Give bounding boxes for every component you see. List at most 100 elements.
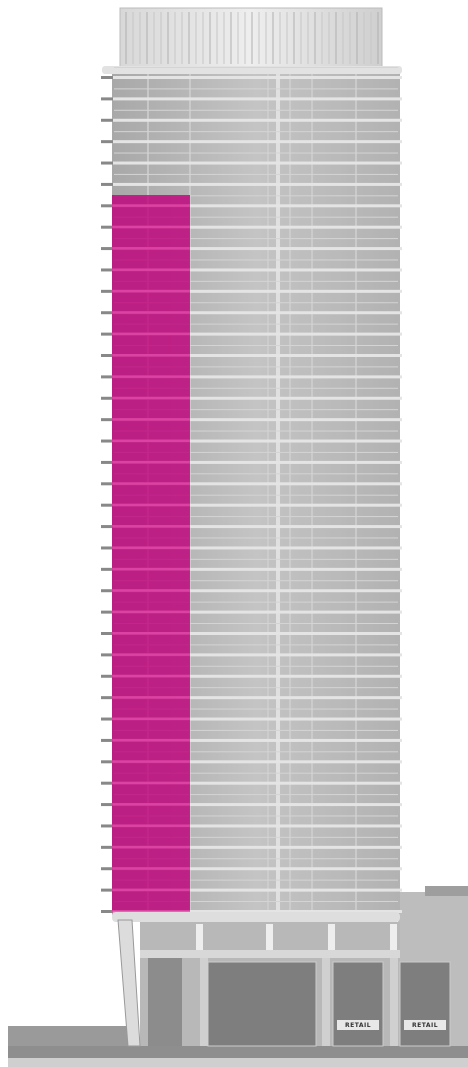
- floor-slab: [112, 247, 402, 251]
- balcony: [101, 845, 113, 849]
- podium-pier: [200, 958, 208, 1046]
- retail-sign: RETAIL: [345, 1022, 371, 1029]
- balcony: [101, 182, 113, 186]
- balcony: [101, 546, 113, 550]
- balcony: [101, 589, 113, 593]
- highlight-slab: [112, 204, 190, 207]
- balcony: [101, 97, 113, 101]
- ground: [8, 1046, 468, 1058]
- highlight-slab: [112, 738, 190, 742]
- balcony: [101, 161, 113, 165]
- highlight-slab: [112, 311, 190, 314]
- storefront: [399, 961, 451, 1047]
- neighbor-roof: [425, 886, 468, 896]
- balcony: [101, 803, 113, 807]
- balcony-rail: [114, 729, 398, 731]
- balcony-rail: [114, 473, 398, 475]
- balcony: [101, 460, 113, 464]
- balcony: [101, 268, 113, 272]
- balcony: [101, 503, 113, 507]
- highlight-slab: [112, 867, 190, 870]
- highlight-slab: [112, 418, 190, 421]
- floor-slab: [112, 910, 402, 913]
- balcony: [101, 375, 113, 379]
- floor-slab: [112, 696, 402, 700]
- highlight-slab: [112, 225, 190, 229]
- highlight-slab: [112, 375, 190, 378]
- floor-slab: [112, 204, 402, 208]
- balcony-rail: [114, 537, 398, 539]
- balcony-rail: [114, 280, 398, 282]
- balcony: [101, 204, 113, 208]
- balcony: [101, 888, 113, 892]
- highlight-slab: [112, 525, 190, 528]
- balcony: [101, 717, 113, 721]
- balcony-rail: [114, 409, 398, 411]
- balcony-rail: [114, 494, 398, 496]
- podium-pier: [322, 958, 330, 1046]
- highlight-slab: [112, 632, 190, 635]
- balcony: [101, 140, 113, 144]
- highlight-slab: [112, 910, 190, 913]
- balcony-rail: [114, 665, 398, 667]
- balcony: [101, 653, 113, 657]
- balcony: [101, 225, 113, 229]
- floor-slab: [112, 354, 402, 357]
- balcony-rail: [114, 815, 398, 817]
- balcony: [101, 311, 113, 315]
- floor-slab: [112, 632, 402, 635]
- floor-slab: [112, 161, 402, 165]
- highlight-lines: [112, 204, 190, 913]
- floor-slab: [112, 589, 402, 593]
- balcony: [101, 332, 113, 336]
- highlight-slab: [112, 354, 190, 357]
- balcony-rail: [114, 152, 398, 154]
- floor-slab: [112, 610, 402, 614]
- highlight-slab: [112, 567, 190, 571]
- retail-sign: RETAIL: [412, 1022, 438, 1029]
- floor-slab: [112, 375, 402, 379]
- leaning-column: [117, 919, 141, 1047]
- balcony: [101, 867, 113, 871]
- floor-slab: [112, 867, 402, 871]
- floor-slab: [112, 653, 402, 657]
- crown: [119, 7, 383, 69]
- balcony: [101, 418, 113, 422]
- balcony-rail: [114, 836, 398, 838]
- balcony: [101, 610, 113, 614]
- highlight-slab: [112, 439, 190, 443]
- balcony: [101, 482, 113, 486]
- balcony-rail: [114, 601, 398, 603]
- floor-slab: [112, 781, 402, 785]
- highlight-slab: [112, 717, 190, 721]
- floor-slab: [112, 396, 402, 400]
- podium-band: [140, 950, 400, 958]
- floor-slab: [112, 546, 402, 550]
- podium-column: [196, 924, 203, 950]
- balcony-rail: [114, 387, 398, 389]
- balcony: [101, 439, 113, 443]
- floor-slab: [112, 503, 402, 507]
- storefront: [207, 961, 317, 1047]
- highlight-slab: [112, 696, 190, 699]
- balcony: [101, 674, 113, 678]
- balcony: [101, 824, 113, 828]
- highlight-slab: [112, 482, 190, 485]
- floor-slab: [112, 268, 402, 272]
- balcony: [101, 396, 113, 400]
- highlight-slab: [112, 268, 190, 271]
- balcony-rail: [114, 708, 398, 710]
- floor-slab: [112, 824, 402, 828]
- balcony: [101, 354, 113, 357]
- balcony: [101, 781, 113, 785]
- balcony-rail: [114, 345, 398, 346]
- floor-slab: [112, 225, 402, 229]
- balcony: [101, 567, 113, 571]
- highlight-slab: [112, 653, 190, 656]
- lobby-glass: [148, 958, 182, 1046]
- balcony: [101, 760, 113, 764]
- floor-slab: [112, 760, 402, 764]
- balcony-rail: [114, 302, 398, 304]
- floor-slab: [112, 482, 402, 486]
- floor-slab: [112, 460, 402, 464]
